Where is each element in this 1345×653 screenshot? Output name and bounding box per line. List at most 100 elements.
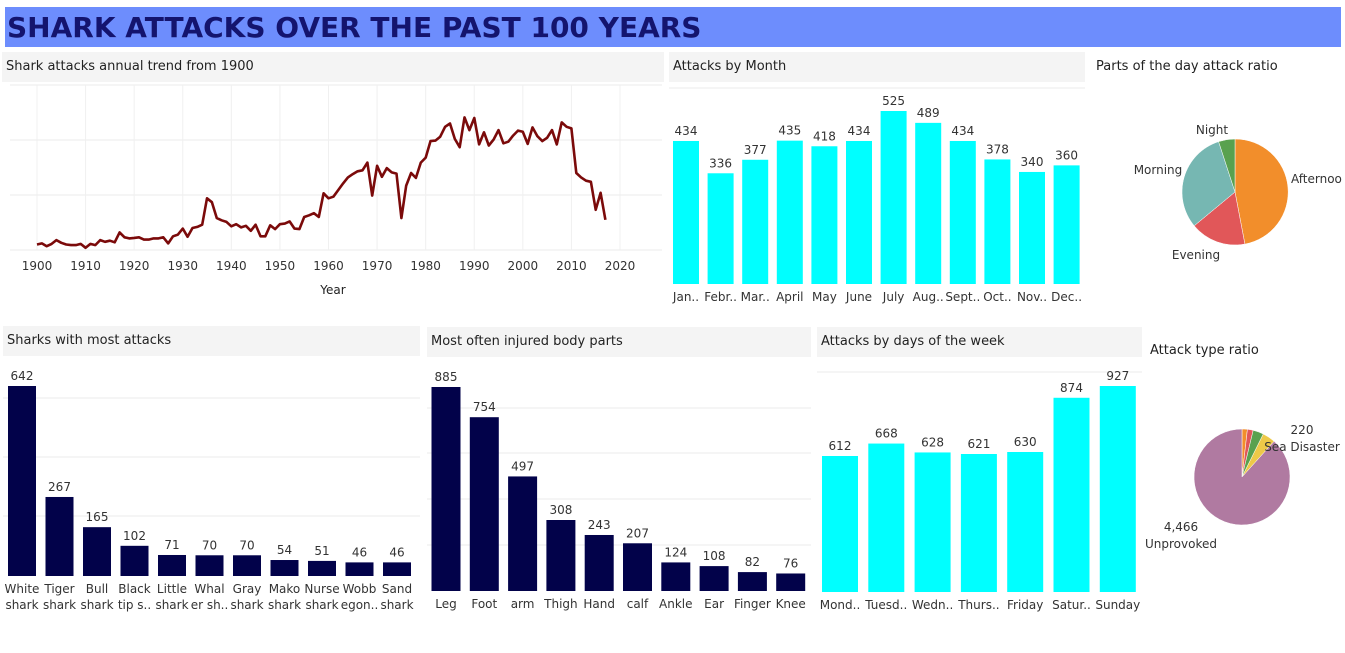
sharks-bar: [45, 496, 74, 576]
bodyparts-category-label: Knee: [776, 597, 806, 611]
sharks-category-label: shark: [268, 598, 301, 612]
month-category-label: Dec..: [1051, 290, 1082, 304]
month-category-label: May: [812, 290, 837, 304]
sharks-value-label: 70: [239, 538, 254, 552]
sharks-value-label: 102: [123, 529, 146, 543]
bodyparts-value-label: 108: [703, 549, 726, 563]
attacktype-value-label: 220: [1291, 423, 1314, 437]
bodyparts-category-label: Finger: [734, 597, 771, 611]
dashboard-banner: SHARK ATTACKS OVER THE PAST 100 YEARS: [5, 7, 1341, 47]
trend-x-tick-label: 1910: [70, 259, 101, 273]
month-category-label: July: [882, 290, 905, 304]
sharks-value-label: 642: [11, 369, 34, 383]
weekday-value-label: 628: [921, 435, 944, 449]
sharks-value-label: 267: [48, 480, 71, 494]
weekday-value-label: 612: [829, 439, 852, 453]
sharks-bar: [8, 386, 36, 576]
bodyparts-value-label: 308: [549, 503, 572, 517]
trend-x-tick-label: 1970: [362, 259, 393, 273]
sharks-bar: [158, 554, 186, 576]
sharks-bar: [308, 560, 336, 576]
bodyparts-bar: [776, 573, 806, 591]
bodyparts-bar: [431, 387, 461, 591]
trend-x-tick-label: 1900: [22, 259, 53, 273]
trend-x-tick-label: 1940: [216, 259, 247, 273]
bodyparts-category-label: Hand: [583, 597, 615, 611]
month-category-label: Nov..: [1017, 290, 1047, 304]
trend-x-tick-label: 1960: [313, 259, 344, 273]
weekday-bar: [1007, 452, 1044, 592]
month-category-label: Sept..: [945, 290, 980, 304]
daypart-slice: [1193, 191, 1246, 246]
bodyparts-bar: [469, 417, 499, 591]
sharks-category-label: Mako: [269, 582, 301, 596]
weekday-category-label: Satur..: [1052, 598, 1091, 612]
bodyparts-title: Most often injured body parts: [431, 334, 623, 349]
month-value-label: 340: [1021, 155, 1044, 169]
sharks-category-label: egon..: [341, 598, 379, 612]
weekday-category-label: Wedn..: [912, 598, 953, 612]
attacktype-value-label: 4,466: [1164, 520, 1198, 534]
attacktype-panel-header: Attack type ratio: [1146, 336, 1342, 366]
bodyparts-value-label: 754: [473, 400, 496, 414]
month-value-label: 434: [951, 124, 974, 138]
weekday-value-label: 668: [875, 427, 898, 441]
daypart-slice: [1218, 138, 1236, 193]
trend-panel-header: Shark attacks annual trend from 1900: [2, 52, 664, 82]
weekday-category-label: Tuesd..: [864, 598, 907, 612]
month-value-label: 336: [709, 156, 732, 170]
weekday-panel-header: Attacks by days of the week: [817, 327, 1142, 357]
month-bar: [673, 140, 699, 284]
weekday-value-label: 927: [1106, 369, 1129, 383]
weekday-value-label: 621: [967, 437, 990, 451]
sharks-category-label: shark: [305, 598, 338, 612]
sharks-category-label: Gray: [233, 582, 262, 596]
sharks-category-label: shark: [43, 598, 76, 612]
bodyparts-value-label: 124: [664, 545, 687, 559]
bodyparts-category-label: Ankle: [659, 597, 692, 611]
weekday-category-label: Thurs..: [957, 598, 999, 612]
weekday-title: Attacks by days of the week: [821, 334, 1005, 349]
sharks-bar: [83, 527, 111, 576]
weekday-category-label: Sunday: [1095, 598, 1140, 612]
sharks-bar: [345, 562, 374, 576]
month-value-label: 525: [882, 94, 905, 108]
weekday-category-label: Friday: [1007, 598, 1043, 612]
bodyparts-category-label: Thigh: [543, 597, 578, 611]
sharks-bar: [233, 555, 261, 576]
sharks-value-label: 46: [389, 545, 404, 559]
month-bar: [1019, 171, 1045, 284]
attacktype-slice-label: Sea Disaster: [1264, 440, 1340, 454]
sharks-category-label: Little: [157, 582, 187, 596]
month-category-label: June: [845, 290, 872, 304]
month-bar: [1053, 165, 1080, 284]
month-value-label: 378: [986, 142, 1009, 156]
month-category-label: Aug..: [913, 290, 944, 304]
bodyparts-value-label: 885: [435, 370, 458, 384]
bodyparts-bar: [661, 562, 691, 591]
month-value-label: 489: [917, 106, 940, 120]
bodyparts-bar: [699, 566, 729, 591]
sharks-category-label: Whal: [194, 582, 224, 596]
sharks-bar: [270, 560, 299, 576]
sharks-category-label: shark: [155, 598, 188, 612]
trend-x-tick-label: 2020: [605, 259, 636, 273]
daypart-panel-header: Parts of the day attack ratio: [1092, 52, 1342, 82]
sharks-category-label: Nurse: [304, 582, 339, 596]
sharks-value-label: 54: [277, 543, 292, 557]
trend-x-tick-label: 2000: [508, 259, 539, 273]
month-title: Attacks by Month: [673, 59, 787, 74]
weekday-value-label: 630: [1014, 435, 1037, 449]
weekday-bar: [1099, 386, 1136, 592]
weekday-bar: [914, 452, 951, 592]
bodyparts-category-label: Leg: [435, 597, 456, 611]
bodyparts-value-label: 243: [588, 518, 611, 532]
month-bar: [707, 173, 734, 284]
bodyparts-category-label: calf: [627, 597, 649, 611]
month-bar: [880, 111, 907, 284]
bodyparts-category-label: Ear: [704, 597, 724, 611]
trend-x-axis-title: Year: [319, 283, 345, 297]
trend-x-tick-label: 1930: [167, 259, 198, 273]
daypart-slice-label: Afternoo: [1291, 172, 1342, 186]
month-bar: [949, 140, 976, 284]
